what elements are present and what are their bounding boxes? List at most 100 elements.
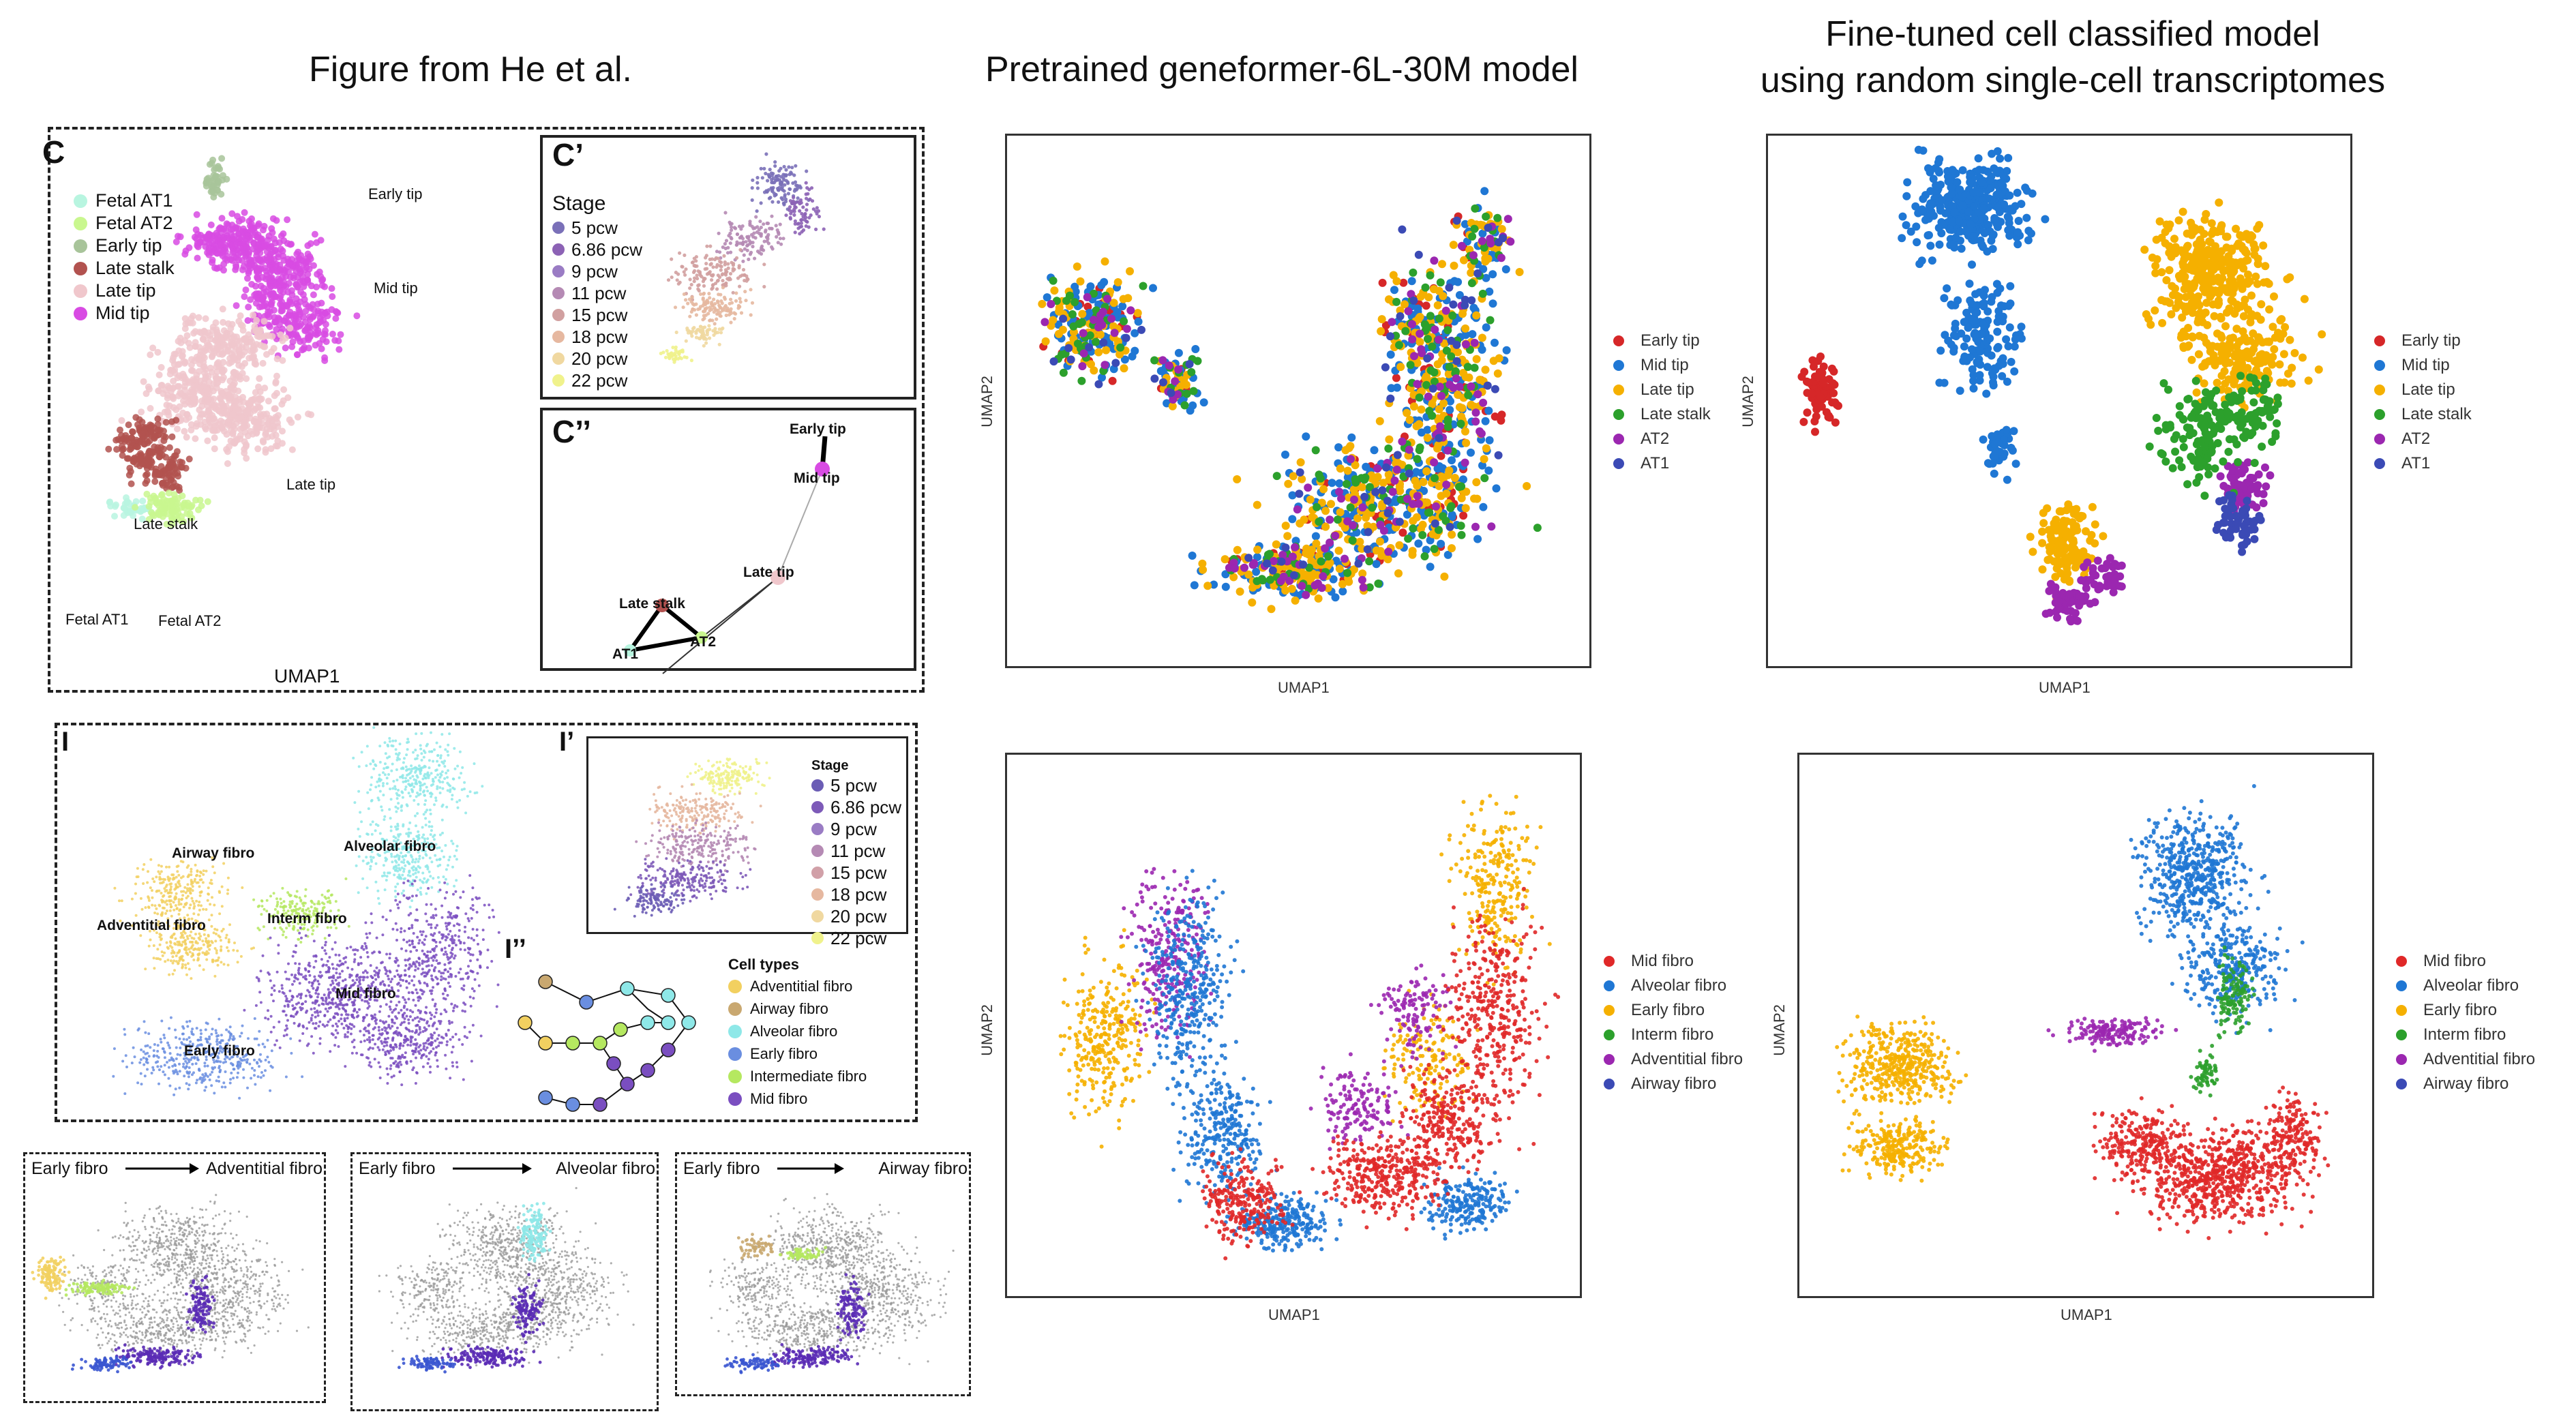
data-point bbox=[197, 953, 200, 957]
data-point bbox=[166, 385, 173, 392]
data-point bbox=[340, 1013, 343, 1017]
data-point bbox=[426, 841, 430, 845]
data-point bbox=[134, 892, 137, 895]
data-point bbox=[388, 952, 391, 956]
data-point bbox=[337, 914, 340, 917]
data-point bbox=[353, 801, 357, 804]
data-point bbox=[361, 976, 365, 979]
data-point bbox=[445, 1010, 448, 1013]
data-point bbox=[299, 273, 306, 280]
data-point bbox=[438, 764, 441, 767]
data-point bbox=[359, 996, 361, 999]
data-point bbox=[294, 302, 301, 310]
data-point bbox=[430, 750, 434, 753]
data-point bbox=[320, 911, 323, 914]
legend-swatch bbox=[552, 243, 565, 256]
data-point bbox=[216, 963, 220, 967]
data-point bbox=[391, 860, 394, 864]
data-point bbox=[155, 371, 163, 378]
data-point bbox=[280, 928, 284, 931]
data-point bbox=[398, 901, 402, 904]
data-point bbox=[394, 869, 398, 872]
data-point bbox=[391, 845, 394, 848]
data-point bbox=[796, 222, 800, 226]
data-point bbox=[344, 978, 347, 981]
data-point bbox=[303, 967, 307, 970]
data-point bbox=[436, 759, 439, 763]
data-point bbox=[452, 915, 455, 918]
data-point bbox=[393, 1021, 396, 1025]
data-point bbox=[705, 267, 709, 271]
data-point bbox=[338, 1007, 341, 1010]
data-point bbox=[215, 949, 218, 952]
data-point bbox=[263, 248, 271, 256]
data-point bbox=[176, 870, 179, 873]
data-point bbox=[670, 354, 674, 358]
data-point bbox=[412, 844, 415, 847]
data-point bbox=[445, 927, 449, 931]
data-point bbox=[766, 222, 770, 226]
data-point bbox=[447, 1029, 450, 1032]
data-point bbox=[284, 935, 288, 939]
data-point bbox=[463, 787, 466, 791]
data-point bbox=[453, 884, 456, 888]
data-point bbox=[200, 333, 208, 341]
data-point bbox=[327, 1006, 331, 1010]
data-point bbox=[202, 873, 205, 876]
data-point bbox=[226, 963, 230, 967]
data-point bbox=[113, 501, 119, 509]
data-point bbox=[170, 936, 174, 939]
data-point bbox=[293, 909, 296, 912]
data-point bbox=[329, 1050, 332, 1053]
data-point bbox=[431, 844, 434, 847]
data-point bbox=[696, 269, 700, 273]
data-point bbox=[125, 499, 132, 507]
data-point bbox=[236, 949, 239, 952]
data-point bbox=[402, 1041, 406, 1044]
data-point bbox=[291, 920, 295, 924]
data-point bbox=[699, 329, 703, 333]
data-point bbox=[329, 1018, 332, 1021]
data-point bbox=[252, 898, 256, 901]
data-point bbox=[299, 346, 305, 354]
data-point bbox=[323, 1014, 327, 1017]
data-point bbox=[407, 1018, 410, 1021]
data-point bbox=[385, 989, 389, 992]
data-point bbox=[444, 877, 447, 881]
data-point bbox=[323, 902, 326, 905]
data-point bbox=[430, 989, 434, 993]
data-point bbox=[206, 899, 209, 902]
data-point bbox=[381, 837, 385, 841]
data-point bbox=[701, 280, 705, 284]
data-point bbox=[766, 188, 770, 192]
data-point bbox=[440, 972, 443, 975]
data-point bbox=[291, 982, 294, 986]
data-point bbox=[743, 278, 747, 283]
data-point bbox=[438, 941, 442, 944]
data-point bbox=[374, 1042, 377, 1046]
data-point bbox=[317, 993, 320, 996]
data-point bbox=[220, 267, 227, 274]
data-point bbox=[365, 946, 368, 950]
data-point bbox=[454, 944, 458, 947]
legend-item-11-pcw: 11 pcw bbox=[552, 282, 642, 304]
data-point bbox=[334, 1002, 338, 1005]
data-point bbox=[455, 1061, 458, 1064]
data-point bbox=[294, 962, 297, 965]
data-point bbox=[186, 914, 190, 917]
data-point bbox=[418, 857, 421, 860]
data-point bbox=[335, 1022, 338, 1025]
data-point bbox=[405, 753, 408, 757]
data-point bbox=[314, 991, 318, 995]
data-point bbox=[300, 922, 303, 926]
data-point bbox=[421, 871, 425, 875]
data-point bbox=[357, 976, 361, 979]
data-point bbox=[263, 414, 269, 421]
data-point bbox=[450, 1021, 453, 1024]
data-point bbox=[220, 318, 227, 326]
data-point bbox=[194, 877, 196, 881]
data-point bbox=[407, 740, 410, 744]
data-point bbox=[163, 887, 166, 890]
data-point bbox=[406, 841, 410, 845]
data-point bbox=[336, 1005, 340, 1008]
